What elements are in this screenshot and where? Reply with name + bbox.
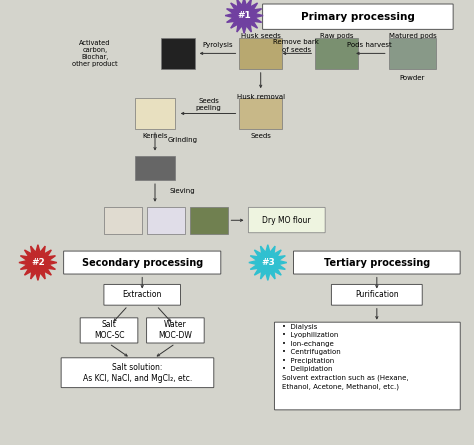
FancyBboxPatch shape bbox=[146, 318, 204, 343]
Text: Pods harvest: Pods harvest bbox=[347, 41, 392, 48]
Text: Dry MO flour: Dry MO flour bbox=[263, 215, 311, 225]
FancyBboxPatch shape bbox=[190, 207, 228, 234]
FancyBboxPatch shape bbox=[80, 318, 138, 343]
Text: Extraction: Extraction bbox=[122, 290, 162, 299]
Text: of seeds: of seeds bbox=[282, 47, 311, 53]
Text: Sieving: Sieving bbox=[170, 188, 195, 194]
Text: Primary processing: Primary processing bbox=[301, 12, 415, 22]
Text: #2: #2 bbox=[31, 258, 45, 267]
Polygon shape bbox=[249, 245, 287, 280]
Text: Water
MOC-DW: Water MOC-DW bbox=[158, 320, 192, 340]
FancyBboxPatch shape bbox=[104, 284, 181, 305]
FancyBboxPatch shape bbox=[147, 207, 185, 234]
FancyBboxPatch shape bbox=[293, 251, 460, 274]
Text: Husk seeds: Husk seeds bbox=[241, 32, 281, 39]
FancyBboxPatch shape bbox=[239, 98, 282, 129]
Text: Salt solution:
As KCl, NaCl, and MgCl₂, etc.: Salt solution: As KCl, NaCl, and MgCl₂, … bbox=[83, 363, 192, 383]
Text: Grinding: Grinding bbox=[167, 137, 198, 143]
Text: Kernels: Kernels bbox=[142, 133, 168, 139]
Text: Husk removal: Husk removal bbox=[237, 93, 285, 100]
FancyBboxPatch shape bbox=[331, 284, 422, 305]
Polygon shape bbox=[19, 245, 57, 280]
FancyBboxPatch shape bbox=[64, 251, 221, 274]
FancyBboxPatch shape bbox=[161, 38, 195, 69]
Text: Remove bark: Remove bark bbox=[273, 39, 319, 45]
Text: Pyrolysis: Pyrolysis bbox=[203, 41, 233, 48]
Text: Tertiary processing: Tertiary processing bbox=[324, 258, 430, 267]
Polygon shape bbox=[225, 0, 263, 33]
FancyBboxPatch shape bbox=[135, 98, 175, 129]
FancyBboxPatch shape bbox=[135, 156, 175, 180]
Text: Purification: Purification bbox=[355, 290, 399, 299]
Text: #1: #1 bbox=[237, 11, 251, 20]
Text: Salt
MOC-SC: Salt MOC-SC bbox=[94, 320, 124, 340]
Text: Powder: Powder bbox=[400, 75, 425, 81]
Text: Seeds: Seeds bbox=[250, 133, 271, 139]
Text: Raw pods: Raw pods bbox=[320, 32, 353, 39]
FancyBboxPatch shape bbox=[274, 322, 460, 410]
FancyBboxPatch shape bbox=[239, 38, 282, 69]
Text: Secondary processing: Secondary processing bbox=[82, 258, 203, 267]
FancyBboxPatch shape bbox=[61, 358, 214, 388]
Text: Seeds
peeling: Seeds peeling bbox=[196, 98, 221, 111]
Text: •  Dialysis
•  Lyophilization
•  Ion-echange
•  Centrifugation
•  Precipitation
: • Dialysis • Lyophilization • Ion-echang… bbox=[282, 324, 409, 390]
FancyBboxPatch shape bbox=[263, 4, 453, 29]
Text: #3: #3 bbox=[261, 258, 275, 267]
FancyBboxPatch shape bbox=[315, 38, 358, 69]
Text: Matured pods: Matured pods bbox=[389, 32, 436, 39]
FancyBboxPatch shape bbox=[389, 38, 436, 69]
FancyBboxPatch shape bbox=[248, 207, 325, 233]
Text: Activated
carbon,
Biochar,
other product: Activated carbon, Biochar, other product bbox=[72, 40, 118, 67]
FancyBboxPatch shape bbox=[104, 207, 142, 234]
